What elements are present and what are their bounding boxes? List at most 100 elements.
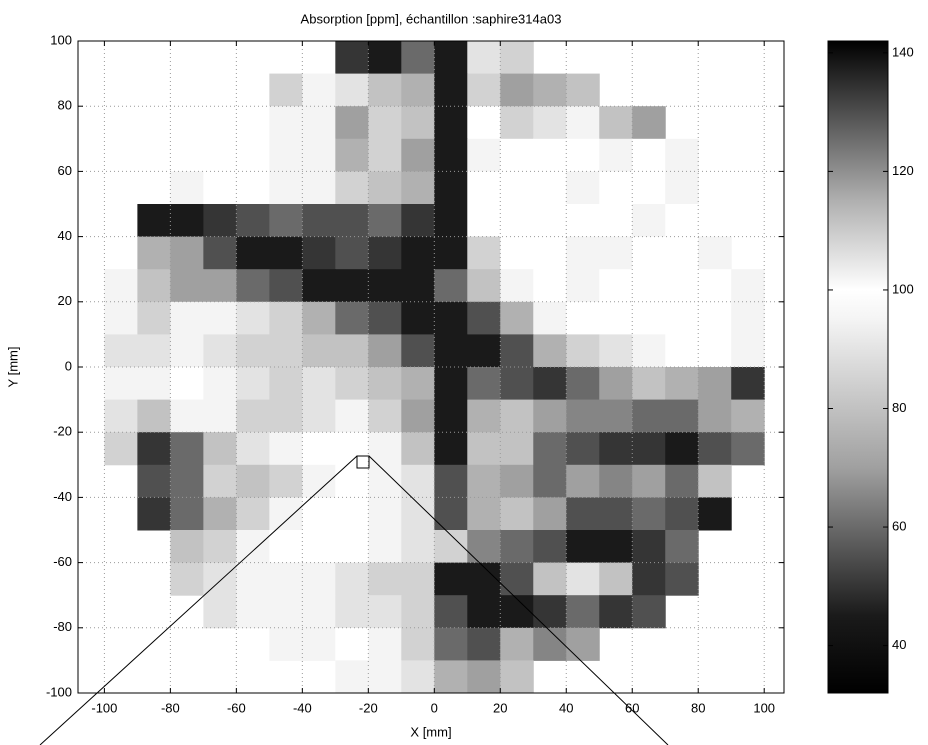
cell (599, 432, 632, 465)
cell (500, 334, 533, 367)
cell (236, 400, 269, 433)
cell (368, 563, 401, 596)
y-tick-label: 20 (58, 293, 72, 308)
colorbar-tick-label: 60 (892, 518, 906, 533)
cell (632, 204, 665, 237)
cell (203, 595, 236, 628)
cell (566, 497, 599, 530)
x-tick-label: 80 (691, 700, 705, 715)
cell (566, 595, 599, 628)
cell (335, 237, 368, 270)
y-tick-label: -60 (53, 554, 72, 569)
cell (269, 595, 302, 628)
cell (137, 237, 170, 270)
cell (302, 106, 335, 139)
cell (368, 367, 401, 400)
cell (368, 139, 401, 172)
cell (566, 432, 599, 465)
cell (203, 139, 236, 172)
cell (203, 302, 236, 335)
cell (401, 171, 434, 204)
page: {"chart_data": {"type": "heatmap", "titl… (0, 0, 928, 745)
cell (401, 367, 434, 400)
y-axis-label: Y [mm] (5, 347, 20, 388)
cell (500, 530, 533, 563)
cell (698, 237, 731, 270)
cell (632, 302, 665, 335)
cell (434, 269, 467, 302)
cell (665, 497, 698, 530)
cell (170, 367, 203, 400)
cell (236, 237, 269, 270)
cell (467, 595, 500, 628)
cell (665, 171, 698, 204)
cell (698, 400, 731, 433)
cell (533, 106, 566, 139)
cell (401, 74, 434, 107)
cell (665, 400, 698, 433)
cell (434, 595, 467, 628)
cell (170, 204, 203, 237)
cell (170, 302, 203, 335)
cell (467, 237, 500, 270)
x-tick-label: 20 (493, 700, 507, 715)
cell (599, 367, 632, 400)
cell (269, 302, 302, 335)
cell (170, 400, 203, 433)
cell (599, 204, 632, 237)
cell (632, 367, 665, 400)
cell (533, 497, 566, 530)
cell (236, 334, 269, 367)
cell (236, 563, 269, 596)
cell (170, 530, 203, 563)
cell (566, 269, 599, 302)
colorbar-tick-label: 80 (892, 400, 906, 415)
cell (368, 302, 401, 335)
cell (302, 334, 335, 367)
cell (335, 530, 368, 563)
cell (203, 432, 236, 465)
cell (467, 269, 500, 302)
cell (335, 204, 368, 237)
cell (302, 367, 335, 400)
cell (137, 497, 170, 530)
cell (434, 106, 467, 139)
y-tick-label: 100 (50, 32, 72, 47)
cell (302, 237, 335, 270)
cell (599, 530, 632, 563)
cell (401, 139, 434, 172)
cell (269, 269, 302, 302)
cell (170, 334, 203, 367)
cell (665, 563, 698, 596)
cell (632, 432, 665, 465)
cell (731, 367, 764, 400)
cell (368, 237, 401, 270)
cell (599, 400, 632, 433)
cell (302, 530, 335, 563)
cell (368, 497, 401, 530)
cell (401, 563, 434, 596)
y-tick-label: 60 (58, 163, 72, 178)
cell (302, 204, 335, 237)
cell (566, 400, 599, 433)
cell (104, 432, 137, 465)
cell (665, 204, 698, 237)
cell (632, 269, 665, 302)
cell (335, 41, 368, 74)
cell (731, 400, 764, 433)
cell (566, 204, 599, 237)
cell (335, 106, 368, 139)
x-tick-label: -60 (227, 700, 246, 715)
cell (467, 106, 500, 139)
cell (401, 432, 434, 465)
cell (599, 171, 632, 204)
cell (236, 432, 269, 465)
cell (665, 237, 698, 270)
x-axis-label: X [mm] (410, 724, 451, 739)
cell (500, 497, 533, 530)
cell (467, 367, 500, 400)
cell (599, 595, 632, 628)
cell (500, 139, 533, 172)
cell (335, 269, 368, 302)
colorbar: 406080100120140 (828, 41, 914, 693)
